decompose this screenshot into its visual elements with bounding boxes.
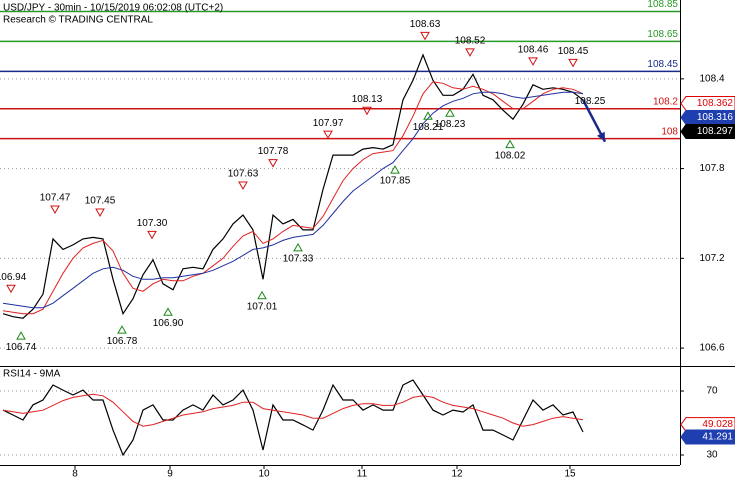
price-marker: [680, 429, 735, 445]
y-tick-label: 107.8: [699, 163, 724, 174]
x-tick-label: 15: [564, 469, 576, 480]
series-line: [2, 393, 584, 427]
high-marker: [50, 205, 60, 214]
high-label: 107.45: [85, 196, 116, 207]
high-label: 107.78: [258, 146, 289, 157]
price-plot: [0, 10, 680, 349]
low-marker: [293, 242, 303, 252]
high-marker: [362, 106, 372, 116]
x-tick-label: 10: [258, 469, 270, 480]
high-marker: [6, 284, 16, 294]
high-marker: [147, 230, 157, 240]
price-marker-label: 108.362: [697, 98, 734, 109]
high-marker: [528, 57, 538, 66]
low-label: 107.85: [380, 176, 411, 187]
low-marker: [423, 111, 433, 120]
low-marker: [16, 331, 26, 340]
high-label: 108.52: [455, 36, 486, 47]
y-tick-label: 30: [706, 450, 718, 461]
high-marker: [465, 48, 475, 57]
level-label: 108.65: [647, 29, 678, 40]
y-tick-label: 70: [706, 386, 718, 397]
level-label: 108: [661, 126, 678, 137]
low-label: 108.23: [435, 119, 466, 130]
y-tick-label: 107.2: [699, 253, 724, 264]
low-label: 107.01: [247, 301, 278, 312]
low-label: 108.02: [495, 150, 526, 161]
high-label: 108.46: [518, 44, 549, 55]
y-tick-label: 108.4: [699, 73, 724, 84]
high-label: 107.63: [228, 169, 259, 180]
low-label: 106.74: [6, 342, 37, 353]
high-marker: [268, 159, 278, 168]
price-marker-label: 108.316: [697, 112, 734, 123]
series-line: [2, 53, 584, 319]
high-label: 106.94: [0, 272, 27, 283]
rsi-title: RSI14 - 9MA: [3, 369, 61, 380]
series-line: [2, 81, 584, 315]
forecast-arrowhead: [597, 131, 605, 142]
low-label: 106.90: [153, 318, 184, 329]
series-line: [2, 91, 584, 309]
low-label: 106.78: [107, 336, 138, 347]
x-tick-label: 8: [72, 469, 78, 480]
price-marker-label: 108.297: [697, 126, 734, 137]
target-label: 108.25: [575, 96, 606, 107]
high-marker: [95, 208, 105, 217]
low-marker: [505, 139, 515, 149]
price-marker: [680, 124, 735, 140]
high-label: 107.97: [313, 118, 344, 129]
y-tick-label: 106.6: [699, 343, 724, 354]
rsi-plot: [0, 379, 680, 457]
level-label: 108.2: [653, 96, 678, 107]
price-marker: [680, 110, 735, 126]
high-marker: [568, 58, 578, 68]
series-line: [2, 379, 584, 457]
high-marker: [420, 31, 430, 41]
high-marker: [238, 181, 248, 191]
low-label: 107.33: [283, 254, 314, 265]
low-marker: [163, 307, 173, 316]
high-label: 107.30: [137, 218, 168, 229]
price-marker: [680, 96, 735, 112]
high-label: 108.13: [352, 94, 383, 105]
level-label: 108.85: [647, 0, 678, 10]
high-label: 108.45: [558, 46, 589, 57]
x-tick-label: 9: [167, 469, 173, 480]
low-marker: [445, 108, 455, 117]
chart-title: USD/JPY - 30min - 10/15/2019 06:02:08 (U…: [3, 3, 223, 14]
price-marker-label: 49.028: [702, 419, 733, 430]
high-label: 107.47: [40, 193, 71, 204]
low-marker: [257, 290, 267, 300]
x-tick-label: 12: [451, 469, 463, 480]
low-marker: [117, 325, 127, 334]
high-label: 108.63: [410, 19, 441, 30]
low-marker: [390, 165, 400, 174]
price-marker-label: 41.291: [702, 432, 733, 443]
x-tick-label: 11: [357, 469, 368, 480]
low-label: 108.21: [413, 122, 444, 133]
high-marker: [323, 130, 333, 140]
level-label: 108.45: [647, 59, 678, 70]
chart-subtitle: Research © TRADING CENTRAL: [3, 15, 153, 26]
